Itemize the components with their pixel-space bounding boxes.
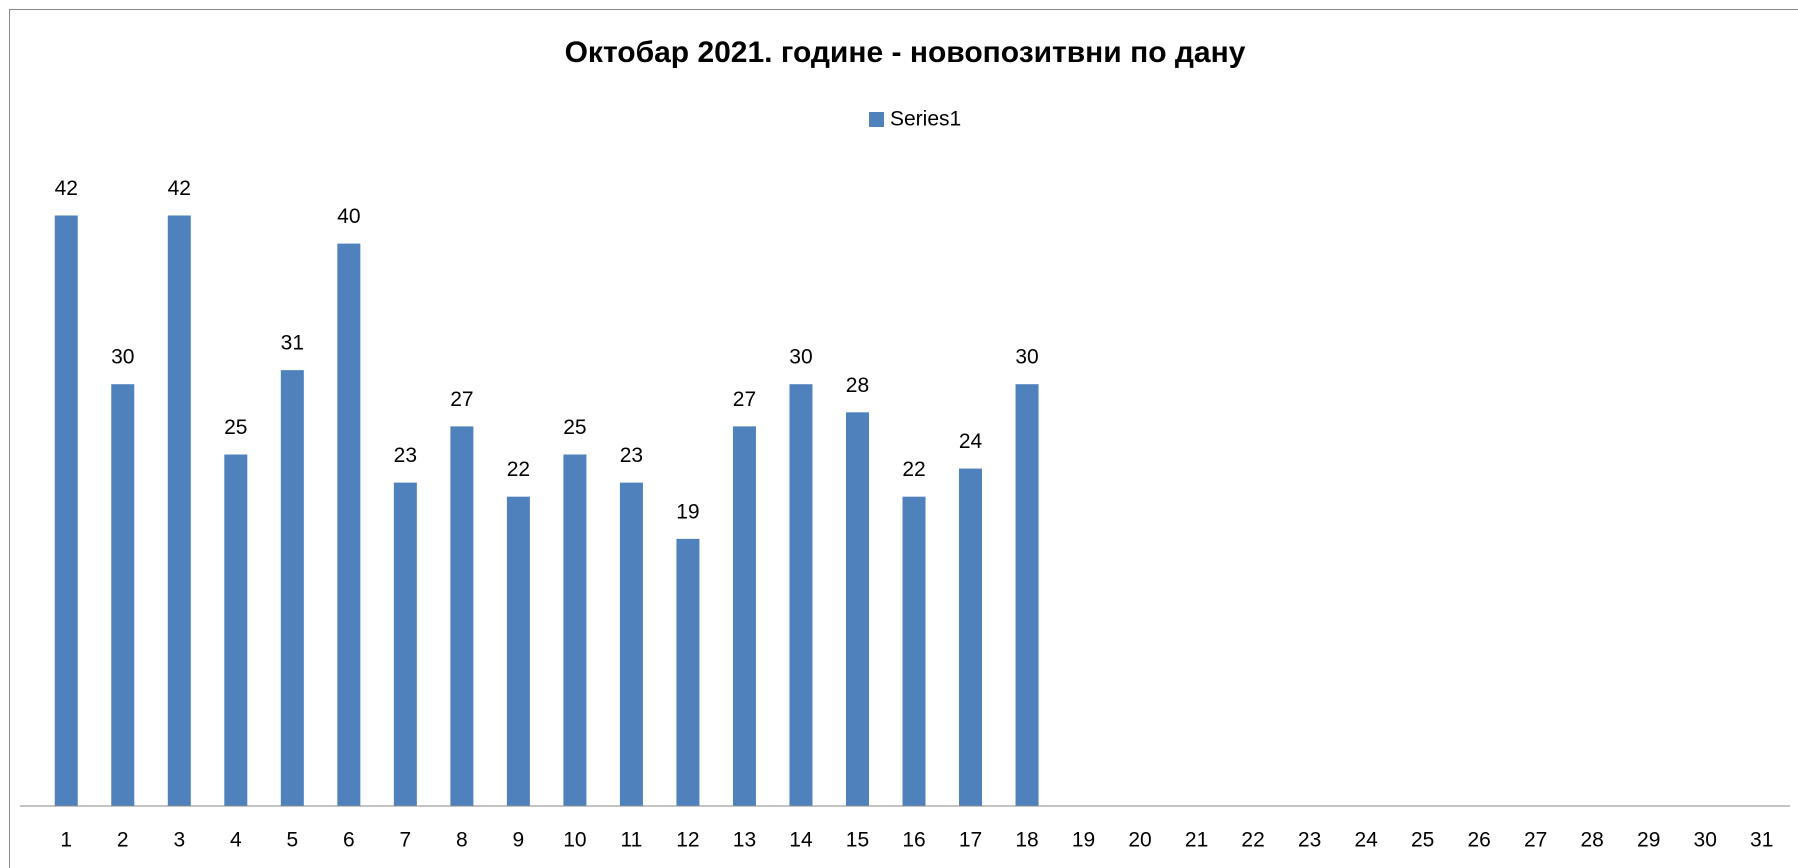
x-tick-label: 9 bbox=[513, 829, 525, 852]
data-label: 22 bbox=[902, 458, 925, 481]
x-tick-label: 29 bbox=[1637, 829, 1660, 852]
x-tick-label: 12 bbox=[676, 829, 699, 852]
bar bbox=[506, 496, 530, 806]
data-label: 19 bbox=[676, 500, 699, 523]
bar bbox=[393, 482, 417, 806]
data-label: 30 bbox=[789, 346, 812, 369]
data-label: 27 bbox=[450, 388, 473, 411]
x-tick-label: 3 bbox=[173, 829, 185, 852]
x-tick-label: 23 bbox=[1298, 829, 1321, 852]
x-tick-label: 13 bbox=[733, 829, 756, 852]
bar bbox=[732, 426, 756, 806]
data-label: 42 bbox=[168, 177, 191, 200]
data-label: 28 bbox=[846, 374, 869, 397]
x-tick-label: 22 bbox=[1241, 829, 1264, 852]
x-tick-label: 15 bbox=[846, 829, 869, 852]
bar bbox=[959, 468, 983, 806]
data-label: 40 bbox=[337, 205, 360, 228]
data-label: 31 bbox=[281, 332, 304, 355]
bar bbox=[224, 454, 248, 806]
bar bbox=[1015, 384, 1039, 806]
chart-title: Октобар 2021. године - новопозитвни по д… bbox=[565, 36, 1246, 69]
legend-label: Series1 bbox=[890, 108, 961, 131]
data-label: 25 bbox=[224, 416, 247, 439]
x-tick-label: 20 bbox=[1128, 829, 1151, 852]
bar bbox=[54, 215, 78, 807]
x-tick-label: 8 bbox=[456, 829, 468, 852]
bar bbox=[563, 454, 587, 806]
data-label: 25 bbox=[563, 416, 586, 439]
x-tick-label: 2 bbox=[117, 829, 129, 852]
data-label: 23 bbox=[620, 444, 643, 467]
data-label: 30 bbox=[1015, 346, 1038, 369]
x-tick-label: 25 bbox=[1411, 829, 1434, 852]
x-tick-label: 30 bbox=[1694, 829, 1717, 852]
x-tick-label: 1 bbox=[60, 829, 72, 852]
bar bbox=[167, 215, 191, 807]
data-label: 42 bbox=[55, 177, 78, 200]
x-tick-label: 28 bbox=[1581, 829, 1604, 852]
data-label: 22 bbox=[507, 458, 530, 481]
bar bbox=[902, 496, 926, 806]
x-tick-label: 16 bbox=[902, 829, 925, 852]
x-tick-label: 27 bbox=[1524, 829, 1547, 852]
bar bbox=[337, 243, 361, 807]
x-tick-label: 24 bbox=[1354, 829, 1378, 852]
x-tick-label: 10 bbox=[563, 829, 586, 852]
x-tick-label: 6 bbox=[343, 829, 355, 852]
x-tick-label: 19 bbox=[1072, 829, 1095, 852]
x-tick-label: 7 bbox=[400, 829, 412, 852]
bar bbox=[619, 482, 643, 806]
bar bbox=[789, 384, 813, 806]
x-tick-label: 4 bbox=[230, 829, 242, 852]
x-tick-label: 18 bbox=[1015, 829, 1038, 852]
x-tick-label: 17 bbox=[959, 829, 982, 852]
bar bbox=[280, 370, 304, 806]
data-label: 30 bbox=[111, 346, 134, 369]
bar bbox=[845, 412, 869, 806]
bar bbox=[676, 538, 700, 806]
x-tick-label: 21 bbox=[1185, 829, 1208, 852]
x-tick-label: 14 bbox=[789, 829, 813, 852]
legend-swatch bbox=[869, 112, 884, 127]
data-label: 27 bbox=[733, 388, 756, 411]
bar bbox=[450, 426, 474, 806]
bar bbox=[111, 384, 135, 806]
data-label: 23 bbox=[394, 444, 417, 467]
x-tick-label: 11 bbox=[621, 829, 643, 852]
x-tick-label: 31 bbox=[1750, 829, 1773, 852]
x-tick-label: 26 bbox=[1467, 829, 1490, 852]
data-label: 24 bbox=[959, 430, 983, 453]
x-tick-label: 5 bbox=[286, 829, 298, 852]
